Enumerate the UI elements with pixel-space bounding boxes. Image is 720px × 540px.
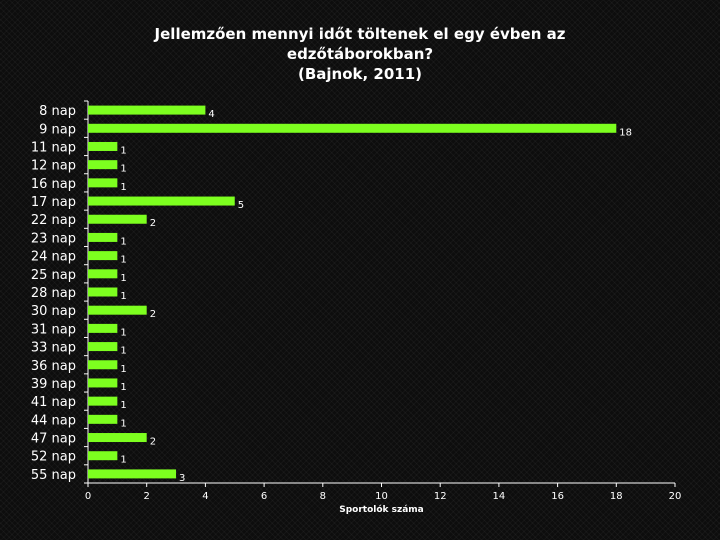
chart-title-line-1: Jellemzően mennyi időt töltenek el egy é… [154,25,566,43]
category-label: 9 nap [39,122,76,137]
data-label: 1 [120,182,126,193]
bar [88,214,147,224]
data-label: 1 [120,145,126,156]
chart-axes: 0 2 4 6 8 10 12 14 16 18 20 [84,100,682,502]
category-label: 52 nap [31,450,76,465]
data-label: 2 [150,437,156,448]
x-tick-label: 6 [261,491,267,502]
bar [88,141,118,151]
category-label: 24 nap [31,250,76,265]
bar [88,251,118,261]
bar [88,451,118,461]
category-label: 39 nap [31,377,76,392]
category-label: 25 nap [31,268,76,283]
data-label: 1 [120,164,126,175]
data-label: 2 [150,218,156,229]
category-label: 36 nap [31,359,76,374]
category-label: 47 nap [31,432,76,447]
bar [88,178,118,188]
bar [88,232,118,242]
data-label: 1 [120,455,126,466]
x-tick-label: 8 [320,491,326,502]
bar [88,414,118,424]
bar [88,378,118,388]
data-label: 1 [120,364,126,375]
bar [88,433,147,443]
chart-title-line-3: (Bajnok, 2011) [297,65,423,83]
category-label: 41 nap [31,395,76,410]
bar [88,123,617,133]
chart-bars [88,105,617,479]
bar [88,196,235,206]
data-label: 1 [120,418,126,429]
x-tick-label: 20 [669,491,682,502]
category-label: 23 nap [31,231,76,246]
chart-title: Jellemzően mennyi időt töltenek el egy é… [110,24,610,84]
bar [88,305,147,315]
data-label: 2 [150,309,156,320]
bar [88,287,118,297]
bar [88,360,118,370]
x-tick-label: 18 [610,491,623,502]
x-tick-label: 4 [202,491,208,502]
data-label: 18 [619,127,632,138]
bar [88,469,177,479]
category-label: 12 nap [31,159,76,174]
bar [88,323,118,333]
bar [88,105,206,115]
x-tick-label: 2 [144,491,150,502]
x-tick-label: 0 [85,491,91,502]
x-tick-label: 10 [375,491,388,502]
data-label: 1 [120,273,126,284]
data-label: 1 [120,382,126,393]
data-label: 1 [120,400,126,411]
category-label: 11 nap [31,140,76,155]
data-label: 5 [238,200,244,211]
chart-title-line-2: edzőtáborokban? [286,45,434,63]
bar [88,160,118,170]
data-label: 1 [120,346,126,357]
category-label: 33 nap [31,341,76,356]
bar [88,396,118,406]
chart-labels: 8 nap 4 9 nap 18 11 nap 1 12 nap 1 16 nap 1 17 nap… [31,104,632,484]
category-label: 22 nap [31,213,76,228]
category-label: 44 nap [31,413,76,428]
data-label: 4 [208,109,214,120]
data-label: 1 [120,327,126,338]
category-label: 28 nap [31,286,76,301]
bar [88,342,118,352]
bar [88,269,118,279]
data-label: 3 [179,473,185,484]
data-label: 1 [120,236,126,247]
category-label: 17 nap [31,195,76,210]
category-label: 31 nap [31,322,76,337]
category-label: 16 nap [31,177,76,192]
category-label: 30 nap [31,304,76,319]
x-tick-label: 16 [551,491,564,502]
x-axis-title: Sportolók száma [339,504,424,515]
x-tick-label: 12 [434,491,447,502]
x-tick-label: 14 [493,491,506,502]
category-label: 8 nap [39,104,76,119]
data-label: 1 [120,291,126,302]
data-label: 1 [120,255,126,266]
category-label: 55 nap [31,468,76,483]
